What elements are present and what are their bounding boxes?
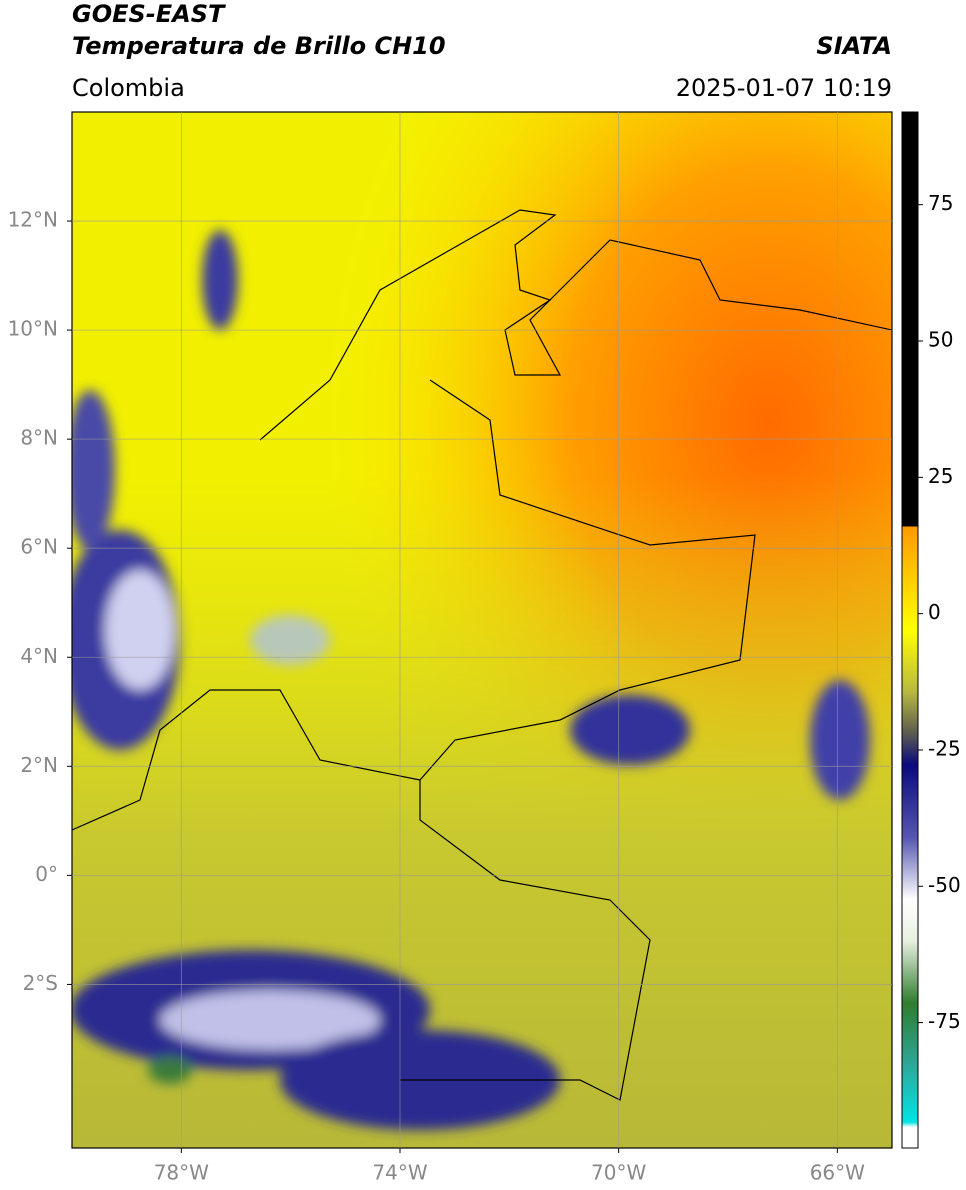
title: GOES-EAST: [72, 0, 226, 28]
colorbar-tick-label: -25: [928, 736, 961, 760]
colorbar-tick-label: -50: [928, 873, 961, 897]
colorbar-tick-label: -75: [928, 1009, 961, 1033]
lat-tick-label: 4°N: [20, 644, 58, 668]
lat-tick-label: 10°N: [8, 317, 58, 341]
subtitle: Temperatura de Brillo CH10: [72, 32, 446, 60]
colorbar-tick-label: 50: [928, 328, 953, 352]
lat-tick-label: 6°N: [20, 535, 58, 559]
lon-tick-label: 78°W: [154, 1161, 209, 1185]
lon-tick-label: 66°W: [810, 1161, 865, 1185]
colorbar-tick-label: 25: [928, 464, 953, 488]
colorbar-tick-label: 75: [928, 191, 953, 215]
region: Colombia: [72, 74, 185, 102]
colorbar-tick-label: 0: [928, 600, 941, 624]
lon-tick-label: 70°W: [591, 1161, 646, 1185]
lat-tick-label: 2°S: [23, 971, 58, 995]
lon-tick-label: 74°W: [372, 1161, 427, 1185]
map-image: [72, 112, 892, 1148]
lat-tick-label: 12°N: [8, 208, 58, 232]
source: SIATA: [816, 32, 892, 60]
lat-tick-label: 0°: [35, 862, 58, 886]
lat-tick-label: 8°N: [20, 426, 58, 450]
lat-tick-label: 2°N: [20, 753, 58, 777]
datetime: 2025-01-07 10:19: [676, 74, 892, 102]
colorbar: [901, 111, 919, 1149]
map-frame: [71, 111, 893, 1149]
